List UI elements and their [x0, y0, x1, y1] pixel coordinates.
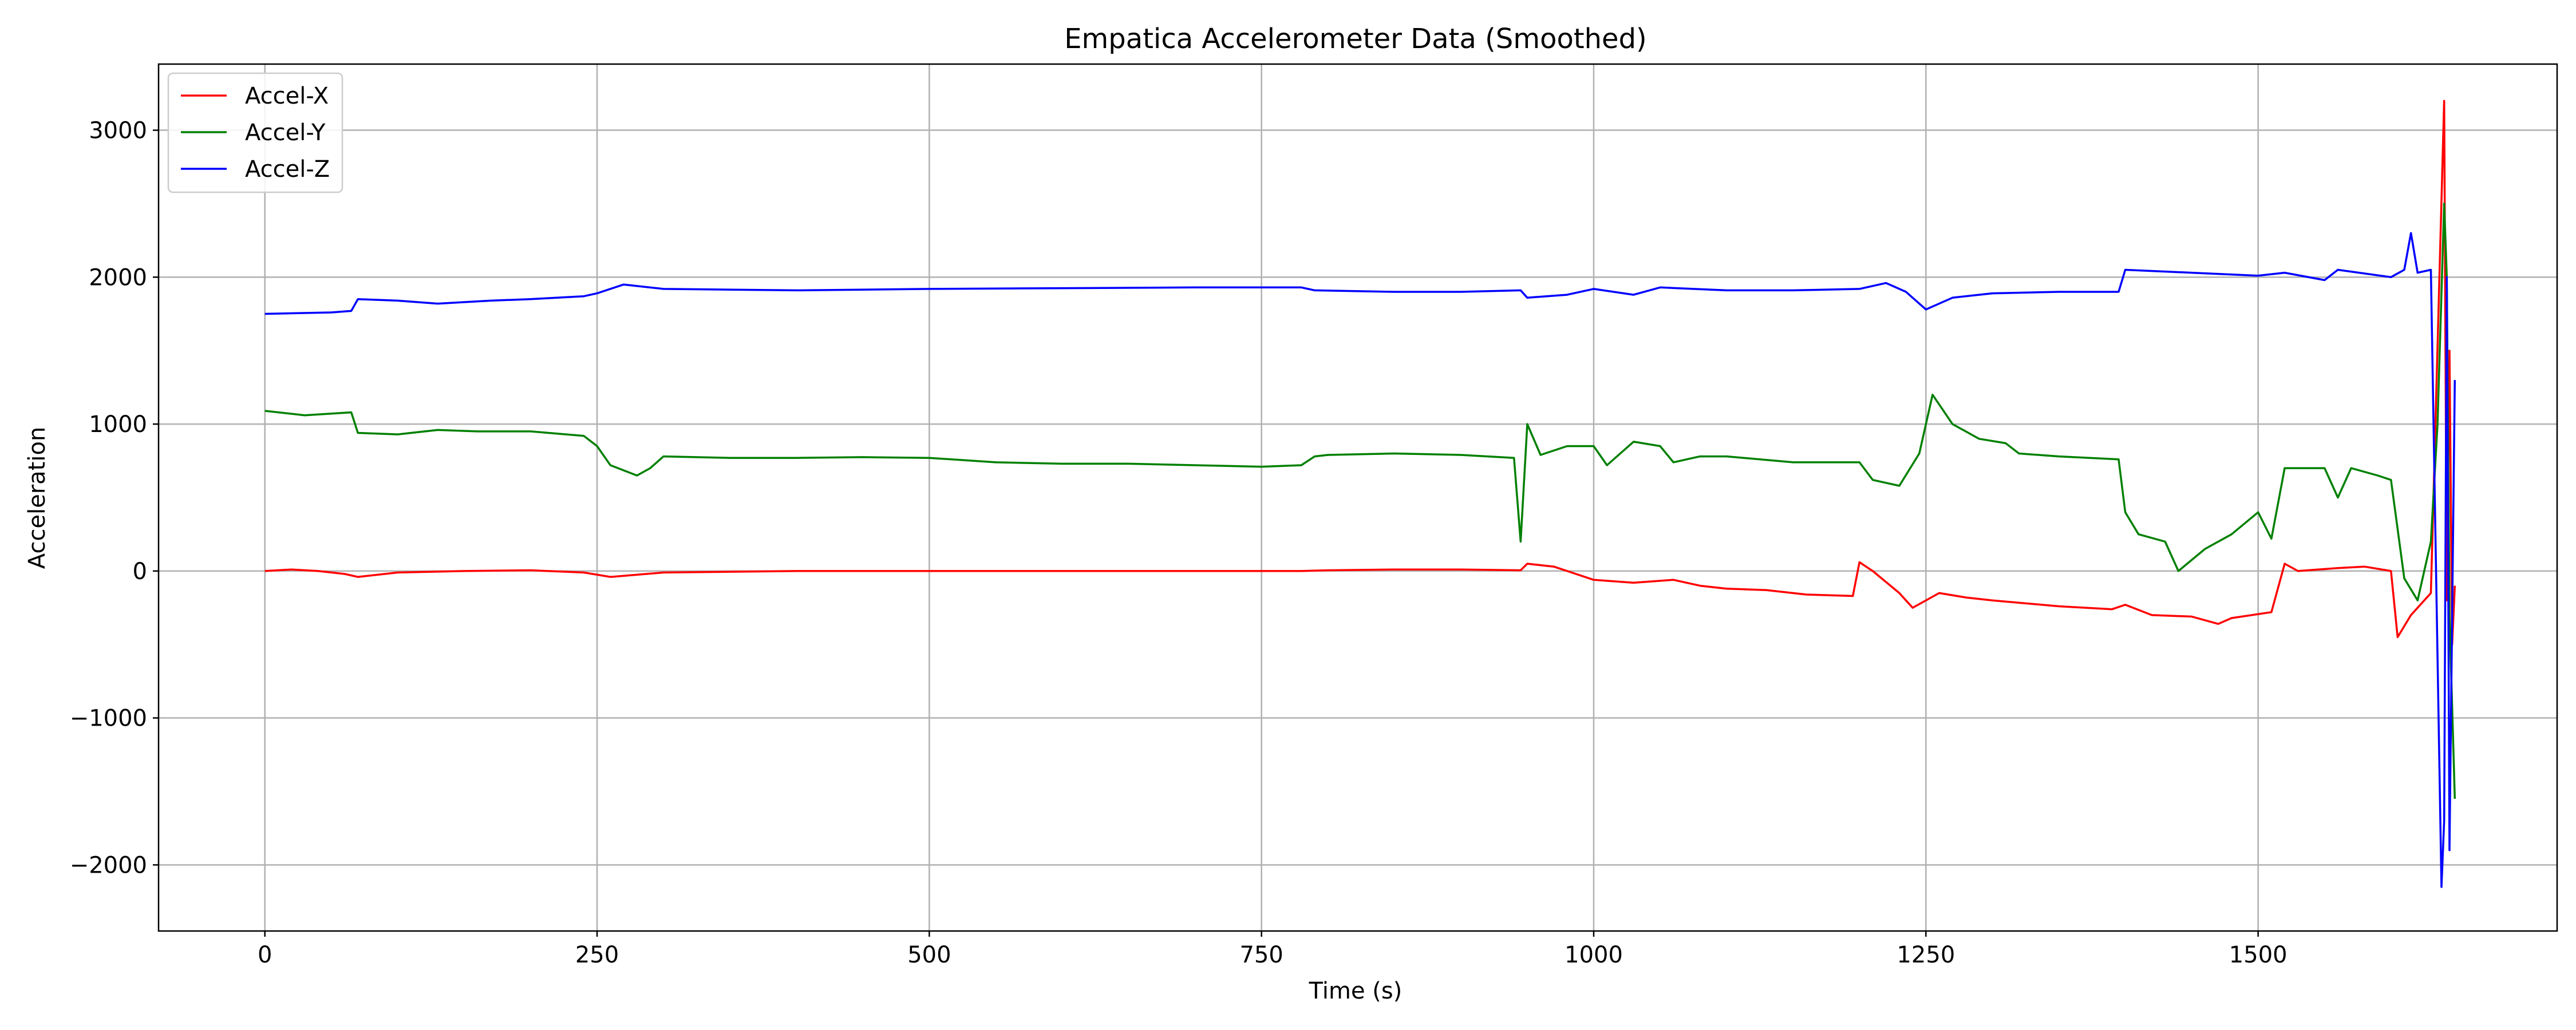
x-axis-ticks: 0 250 500 750 1000 1250 1500 — [258, 931, 2287, 968]
legend-label-accel-x: Accel-X — [245, 83, 329, 109]
y-tick-label: 2000 — [89, 264, 147, 291]
y-tick-label: 1000 — [89, 411, 147, 438]
series-line-accel-x — [264, 100, 2456, 646]
y-tick-label: 0 — [133, 558, 147, 585]
plot-background — [159, 64, 2557, 931]
legend-label-accel-y: Accel-Y — [245, 120, 326, 146]
series-line-accel-z — [264, 232, 2456, 888]
x-tick-label: 1250 — [1897, 942, 1955, 968]
y-tick-label: −2000 — [70, 852, 147, 878]
y-axis-ticks: −2000 −1000 0 1000 2000 3000 — [70, 118, 159, 878]
y-tick-label: 3000 — [89, 118, 147, 144]
chart-title: Empatica Accelerometer Data (Smoothed) — [1064, 23, 1647, 55]
y-axis-label: Acceleration — [24, 427, 50, 569]
grid — [159, 64, 2557, 931]
x-tick-label: 750 — [1240, 942, 1283, 968]
x-axis-label: Time (s) — [1309, 978, 1402, 1004]
series-line-accel-y — [264, 203, 2456, 799]
legend-label-accel-z: Accel-Z — [245, 156, 330, 183]
y-tick-label: −1000 — [70, 706, 147, 732]
plot-frame — [157, 63, 2558, 932]
legend: Accel-X Accel-Y Accel-Z — [167, 72, 343, 193]
x-tick-label: 1500 — [2229, 942, 2287, 968]
x-tick-label: 500 — [907, 942, 951, 968]
series-layer — [264, 100, 2456, 888]
x-tick-label: 0 — [258, 942, 272, 968]
x-tick-label: 250 — [575, 942, 619, 968]
x-tick-label: 1000 — [1564, 942, 1623, 968]
legend-frame — [167, 72, 343, 193]
